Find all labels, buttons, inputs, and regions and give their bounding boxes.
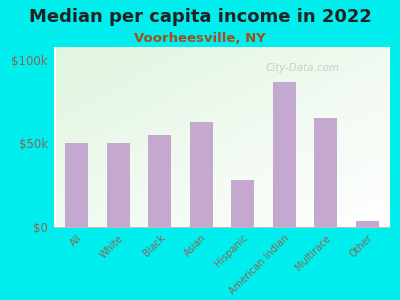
Bar (356, 221, 378, 226)
Text: City-Data.com: City-Data.com (266, 63, 340, 73)
Bar (190, 122, 213, 226)
Text: Median per capita income in 2022: Median per capita income in 2022 (28, 8, 372, 26)
Bar (314, 118, 337, 226)
Bar (107, 143, 130, 226)
Bar (273, 82, 296, 226)
Bar (148, 135, 171, 226)
Bar (66, 143, 88, 226)
Text: Voorheesville, NY: Voorheesville, NY (134, 32, 266, 44)
Bar (231, 180, 254, 226)
